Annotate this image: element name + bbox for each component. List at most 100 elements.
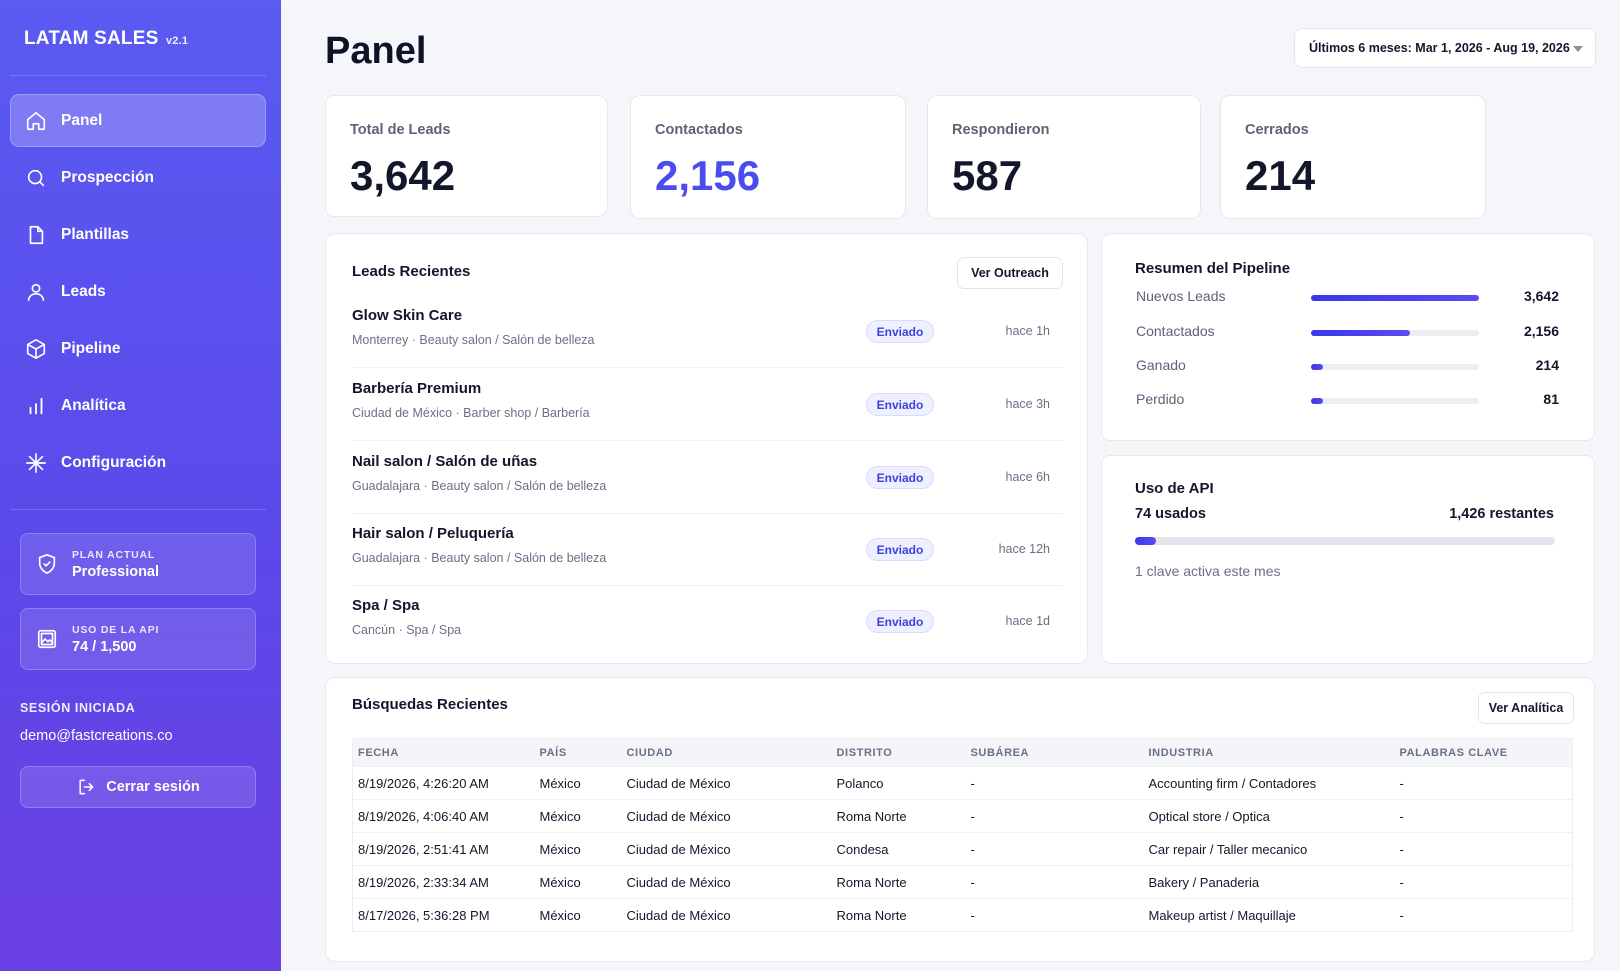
table-cell: Ciudad de México	[621, 766, 832, 800]
sidebar-item-label: Leads	[61, 282, 106, 300]
column-header[interactable]: PALABRAS CLAVE	[1394, 738, 1573, 767]
lead-city: Monterrey	[352, 333, 409, 347]
table-cell: Roma Norte	[831, 898, 966, 932]
stat-label: Respondieron	[952, 122, 1050, 138]
table-cell: Makeup artist / Maquillaje	[1143, 898, 1395, 932]
table-cell: Ciudad de México	[621, 898, 832, 932]
column-header[interactable]: INDUSTRIA	[1143, 738, 1395, 767]
sidebar-item-label: Pipeline	[61, 339, 121, 357]
pipeline-row: Ganado 214	[1136, 355, 1559, 377]
api-usage-title: Uso de API	[1135, 480, 1214, 497]
lead-city: Guadalajara	[352, 479, 421, 493]
table-row[interactable]: 8/19/2026, 4:06:40 AM México Ciudad de Méx…	[352, 799, 1573, 833]
sidebar-item-analitica[interactable]: Analítica	[10, 379, 266, 432]
session-email: demo@fastcreations.co	[20, 728, 173, 744]
lead-meta: Ciudad de México · Barber shop / Barberí…	[352, 406, 590, 420]
column-header[interactable]: FECHA	[352, 738, 535, 767]
sidebar-item-pipeline[interactable]: Pipeline	[10, 322, 266, 375]
table-cell: -	[1394, 766, 1573, 800]
pipeline-track	[1311, 364, 1479, 370]
table-cell: Condesa	[831, 832, 966, 866]
plan-card[interactable]: PLAN ACTUAL Professional	[20, 533, 256, 595]
stat-label: Total de Leads	[350, 122, 451, 138]
lead-city: Cancún	[352, 623, 396, 637]
api-used-count: 74 usados	[1135, 506, 1206, 522]
lead-city: Ciudad de México	[352, 406, 453, 420]
date-range-value: Últimos 6 meses: Mar 1, 2026 - Aug 19, 2…	[1309, 41, 1570, 55]
sidebar-item-leads[interactable]: Leads	[10, 265, 266, 318]
api-usage-bar	[1135, 537, 1156, 545]
column-header[interactable]: CIUDAD	[621, 738, 832, 767]
pipeline-label: Ganado	[1136, 357, 1186, 373]
table-row[interactable]: 8/19/2026, 4:26:20 AM México Ciudad de Méx…	[352, 766, 1573, 800]
pipeline-label: Nuevos Leads	[1136, 288, 1226, 304]
logout-button[interactable]: Cerrar sesión	[20, 766, 256, 808]
view-outreach-button[interactable]: Ver Outreach	[957, 257, 1063, 289]
lead-row[interactable]: Hair salon / Peluquería Guadalajara · Be…	[352, 514, 1062, 586]
table-cell: México	[534, 832, 622, 866]
lead-row[interactable]: Spa / Spa Cancún · Spa / Spa Enviado hac…	[352, 586, 1062, 658]
lead-meta: Cancún · Spa / Spa	[352, 623, 462, 637]
shield-icon	[38, 554, 56, 574]
api-usage-value: 74 / 1,500	[72, 638, 137, 655]
lead-meta: Guadalajara · Beauty salon / Salón de be…	[352, 551, 607, 565]
session-label: SESIÓN INICIADA	[20, 701, 136, 715]
pipeline-value: 81	[1543, 391, 1559, 407]
sidebar-item-configuracion[interactable]: Configuración	[10, 436, 266, 489]
table-cell: México	[534, 898, 622, 932]
table-cell: México	[534, 799, 622, 833]
sidebar: LATAM SALES v2.1 Panel Prospección Plant…	[0, 0, 281, 971]
sparkle-icon	[26, 452, 46, 473]
api-usage-label: USO DE LA API	[72, 623, 160, 636]
recent-searches-card: Búsquedas Recientes Ver Analítica FECHA …	[325, 677, 1595, 962]
table-cell: Ciudad de México	[621, 799, 832, 833]
table-cell: -	[965, 832, 1144, 866]
date-range-select[interactable]: Últimos 6 meses: Mar 1, 2026 - Aug 19, 2…	[1294, 28, 1596, 68]
table-row[interactable]: 8/17/2026, 5:36:28 PM México Ciudad de Méx…	[352, 898, 1573, 932]
table-cell: -	[965, 799, 1144, 833]
table-cell: -	[965, 766, 1144, 800]
api-usage-card[interactable]: USO DE LA API 74 / 1,500	[20, 608, 256, 670]
table-cell: 8/19/2026, 4:26:20 AM	[352, 766, 535, 800]
sidebar-item-plantillas[interactable]: Plantillas	[10, 208, 266, 261]
sidebar-item-panel[interactable]: Panel	[10, 94, 266, 147]
sidebar-nav: Panel Prospección Plantillas Leads Pipel…	[10, 94, 266, 493]
sidebar-divider	[10, 509, 266, 510]
table-row[interactable]: 8/19/2026, 2:51:41 AM México Ciudad de Méx…	[352, 832, 1573, 866]
recent-leads-title: Leads Recientes	[352, 263, 471, 280]
pipeline-track	[1311, 330, 1479, 336]
recent-leads-card: Leads Recientes Ver Outreach Glow Skin C…	[325, 233, 1088, 664]
lead-row[interactable]: Glow Skin Care Monterrey · Beauty salon …	[352, 296, 1062, 368]
lead-name: Spa / Spa	[352, 597, 420, 614]
lead-row[interactable]: Barbería Premium Ciudad de México · Barb…	[352, 369, 1062, 441]
pipeline-bar	[1311, 398, 1323, 404]
status-badge: Enviado	[866, 320, 934, 343]
brand-version: v2.1	[165, 35, 189, 47]
column-header[interactable]: DISTRITO	[831, 738, 966, 767]
sidebar-item-label: Analítica	[61, 396, 126, 414]
pipeline-row: Perdido 81	[1136, 389, 1559, 411]
pipeline-title: Resumen del Pipeline	[1135, 260, 1291, 277]
table-cell: Car repair / Taller mecanico	[1143, 832, 1395, 866]
column-header[interactable]: PAÍS	[534, 738, 622, 767]
lead-category: Beauty salon / Salón de belleza	[431, 551, 607, 565]
stat-value: 3,642	[350, 152, 456, 199]
api-usage-note: 1 clave activa este mes	[1135, 563, 1281, 579]
column-header[interactable]: SUBÁREA	[965, 738, 1144, 767]
lead-category: Beauty salon / Salón de belleza	[431, 479, 607, 493]
sidebar-divider	[10, 75, 266, 76]
lead-row[interactable]: Nail salon / Salón de uñas Guadalajara ·…	[352, 442, 1062, 514]
sidebar-item-prospeccion[interactable]: Prospección	[10, 151, 266, 204]
lead-name: Hair salon / Peluquería	[352, 525, 514, 542]
pipeline-bar	[1311, 330, 1411, 336]
lead-meta: Guadalajara · Beauty salon / Salón de be…	[352, 479, 607, 493]
table-cell: -	[965, 865, 1144, 899]
stat-card-contactados: Contactados 2,156	[630, 95, 906, 219]
stat-label: Contactados	[655, 122, 743, 138]
brand-logo[interactable]: LATAM SALES v2.1	[24, 28, 188, 50]
table-cell: Ciudad de México	[621, 865, 832, 899]
sidebar-item-label: Plantillas	[61, 225, 130, 243]
table-row[interactable]: 8/19/2026, 2:33:34 AM México Ciudad de Méx…	[352, 865, 1573, 899]
lead-name: Nail salon / Salón de uñas	[352, 453, 538, 470]
view-analytics-button[interactable]: Ver Analítica	[1478, 692, 1574, 724]
